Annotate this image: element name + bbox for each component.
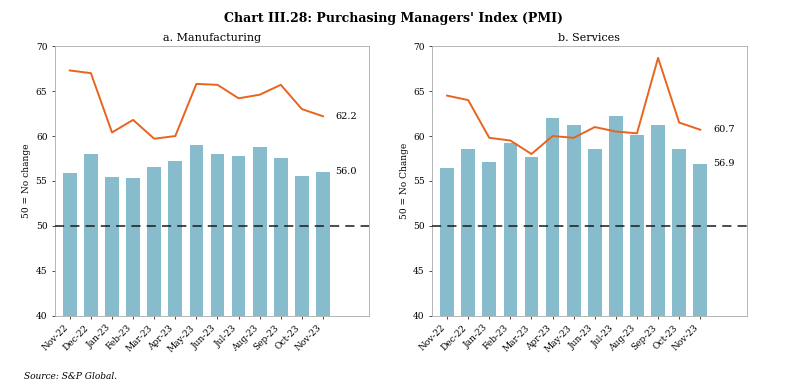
- Text: Source: S&P Global.: Source: S&P Global.: [24, 372, 116, 381]
- Bar: [63, 173, 77, 316]
- Bar: [630, 135, 644, 316]
- Bar: [168, 161, 182, 316]
- Bar: [232, 156, 245, 316]
- Bar: [84, 154, 97, 316]
- Text: 56.9: 56.9: [713, 159, 734, 168]
- Bar: [672, 149, 686, 316]
- Bar: [652, 125, 665, 316]
- Bar: [316, 172, 330, 316]
- Text: 60.7: 60.7: [713, 125, 735, 134]
- Y-axis label: 50 = No change: 50 = No change: [23, 144, 31, 218]
- Title: a. Manufacturing: a. Manufacturing: [163, 33, 261, 43]
- Bar: [693, 164, 707, 316]
- Text: Chart III.28: Purchasing Managers' Index (PMI): Chart III.28: Purchasing Managers' Index…: [223, 12, 563, 25]
- Bar: [105, 177, 119, 316]
- Bar: [127, 178, 140, 316]
- Bar: [440, 168, 454, 316]
- Bar: [524, 157, 538, 316]
- Bar: [295, 176, 309, 316]
- Bar: [461, 149, 475, 316]
- Bar: [274, 157, 288, 316]
- Text: 56.0: 56.0: [336, 167, 357, 176]
- Bar: [211, 154, 224, 316]
- Y-axis label: 50 = No Change: 50 = No Change: [400, 143, 409, 219]
- Bar: [545, 118, 560, 316]
- Bar: [567, 125, 581, 316]
- Text: 62.2: 62.2: [336, 112, 358, 121]
- Title: b. Services: b. Services: [559, 33, 620, 43]
- Bar: [609, 116, 623, 316]
- Bar: [483, 162, 496, 316]
- Bar: [189, 145, 204, 316]
- Bar: [504, 143, 517, 316]
- Bar: [588, 149, 601, 316]
- Bar: [147, 167, 161, 316]
- Bar: [253, 147, 266, 316]
